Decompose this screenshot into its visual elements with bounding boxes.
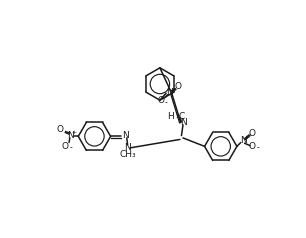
- Text: N: N: [124, 143, 131, 152]
- Text: N: N: [67, 131, 74, 140]
- Text: O: O: [157, 96, 164, 105]
- Text: N: N: [240, 136, 246, 145]
- Text: O: O: [175, 82, 182, 91]
- Text: O: O: [56, 125, 63, 134]
- Text: O: O: [249, 142, 256, 151]
- Text: -: -: [165, 98, 167, 107]
- Text: N: N: [181, 118, 187, 127]
- Text: +: +: [244, 135, 249, 140]
- Text: +: +: [72, 130, 77, 135]
- Text: -: -: [69, 144, 72, 152]
- Text: N: N: [166, 88, 173, 97]
- Text: C: C: [178, 112, 185, 121]
- Text: O: O: [62, 142, 69, 151]
- Text: O: O: [248, 129, 255, 138]
- Text: N: N: [122, 131, 129, 140]
- Text: +: +: [170, 87, 176, 92]
- Text: -: -: [256, 144, 259, 152]
- Text: CH₃: CH₃: [119, 149, 136, 159]
- Text: H: H: [167, 112, 174, 121]
- Text: 3: 3: [176, 114, 180, 119]
